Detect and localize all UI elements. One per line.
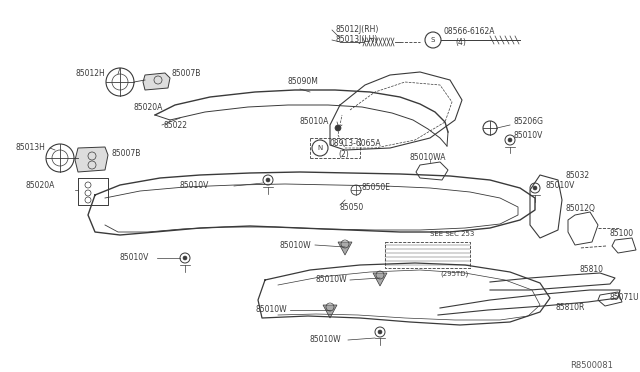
Text: 85032: 85032: [565, 170, 589, 180]
Text: 08566-6162A: 08566-6162A: [443, 28, 495, 36]
Text: 85050E: 85050E: [362, 183, 391, 192]
Text: 85206G: 85206G: [513, 118, 543, 126]
Text: 85013H: 85013H: [15, 144, 45, 153]
Circle shape: [266, 178, 270, 182]
Circle shape: [378, 330, 382, 334]
Circle shape: [425, 32, 441, 48]
Text: N: N: [317, 145, 323, 151]
Text: 85090M: 85090M: [288, 77, 319, 87]
Polygon shape: [143, 73, 170, 90]
Circle shape: [335, 125, 341, 131]
Text: 85007B: 85007B: [172, 70, 202, 78]
Text: 85010W: 85010W: [280, 241, 312, 250]
Text: 85010V: 85010V: [545, 180, 574, 189]
Polygon shape: [75, 147, 108, 172]
Text: 85071U: 85071U: [610, 294, 639, 302]
Text: 85022: 85022: [163, 121, 187, 129]
Text: 85810R: 85810R: [555, 304, 584, 312]
Circle shape: [312, 140, 328, 156]
Text: 85007B: 85007B: [112, 148, 141, 157]
Text: 85012H: 85012H: [75, 70, 105, 78]
Text: (4): (4): [455, 38, 466, 48]
Text: 85010A: 85010A: [300, 118, 330, 126]
Text: 85100: 85100: [610, 230, 634, 238]
Text: 85010W: 85010W: [310, 336, 342, 344]
Text: 08913-6065A: 08913-6065A: [330, 138, 381, 148]
Text: 85010WA: 85010WA: [410, 154, 447, 163]
Text: 85010W: 85010W: [315, 276, 347, 285]
Text: 85012Q: 85012Q: [565, 203, 595, 212]
Text: 85810: 85810: [580, 266, 604, 275]
Text: 85013J(LH): 85013J(LH): [335, 35, 378, 45]
Text: 85020A: 85020A: [25, 180, 54, 189]
Polygon shape: [373, 273, 387, 286]
Text: (2): (2): [338, 150, 349, 158]
Text: 85010V: 85010V: [120, 253, 149, 263]
Text: 85010V: 85010V: [513, 131, 542, 140]
Text: 85012J(RH): 85012J(RH): [335, 26, 378, 35]
Text: 85010V: 85010V: [180, 182, 209, 190]
Circle shape: [183, 256, 187, 260]
Circle shape: [508, 138, 512, 142]
Text: SEE SEC 253: SEE SEC 253: [430, 231, 474, 237]
Text: 85020A: 85020A: [133, 103, 163, 112]
Text: 85050: 85050: [340, 203, 364, 212]
Circle shape: [533, 186, 537, 190]
Polygon shape: [323, 305, 337, 318]
Text: (295TD): (295TD): [440, 271, 468, 277]
Text: S: S: [431, 37, 435, 43]
Text: R8500081: R8500081: [570, 360, 613, 369]
Polygon shape: [338, 242, 352, 255]
Text: 85010W: 85010W: [255, 305, 287, 314]
